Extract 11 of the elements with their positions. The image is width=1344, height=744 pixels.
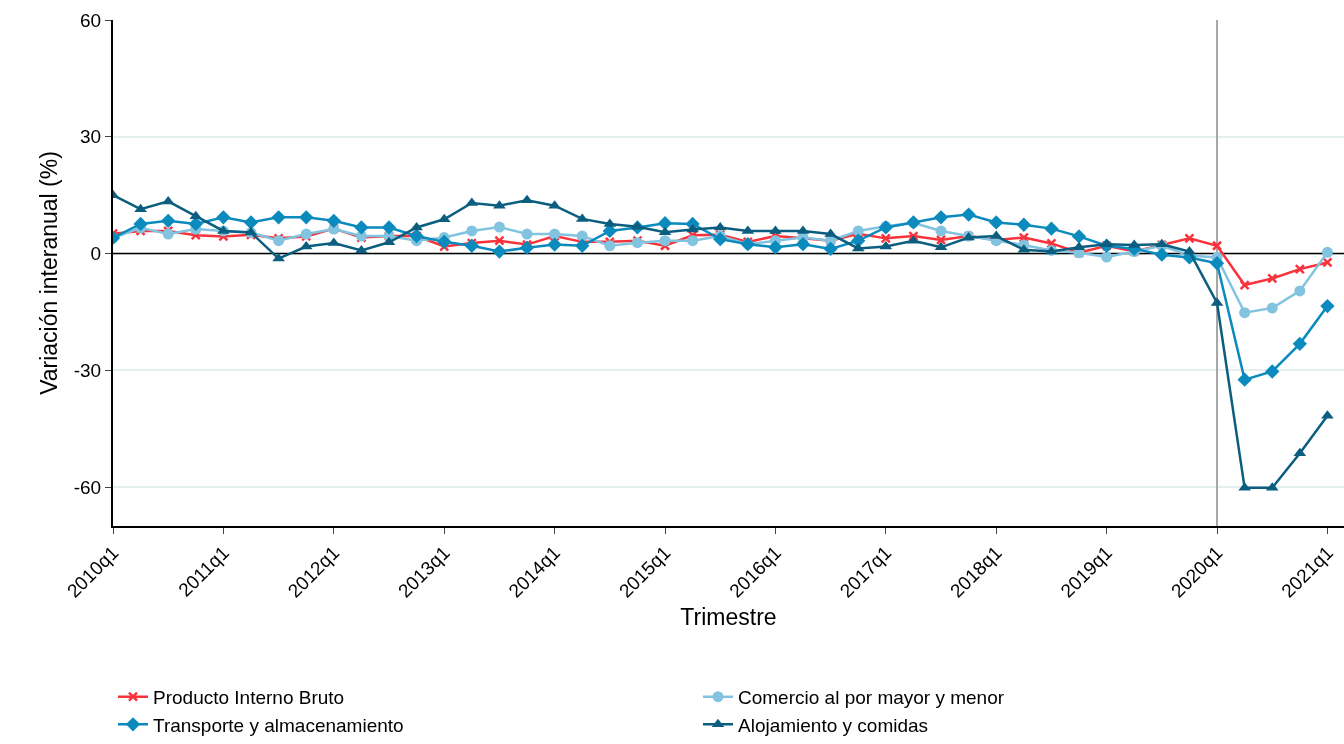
legend-label: Transporte y almacenamiento xyxy=(153,714,404,736)
legend-label: Alojamiento y comidas xyxy=(738,714,929,736)
y-tick-label: -30 xyxy=(73,359,102,381)
y-tick-label: 30 xyxy=(80,126,102,148)
y-tick-label: 0 xyxy=(90,243,102,265)
legend-label: Comercio al por mayor y menor xyxy=(738,687,1005,709)
y-tick-label: -60 xyxy=(73,476,102,498)
y-tick-label: 60 xyxy=(80,9,102,31)
y-axis-title: Variación interanual (%) xyxy=(35,151,62,395)
legend-label: Producto Interno Bruto xyxy=(153,687,345,709)
x-axis-title: Trimestre xyxy=(680,603,777,630)
